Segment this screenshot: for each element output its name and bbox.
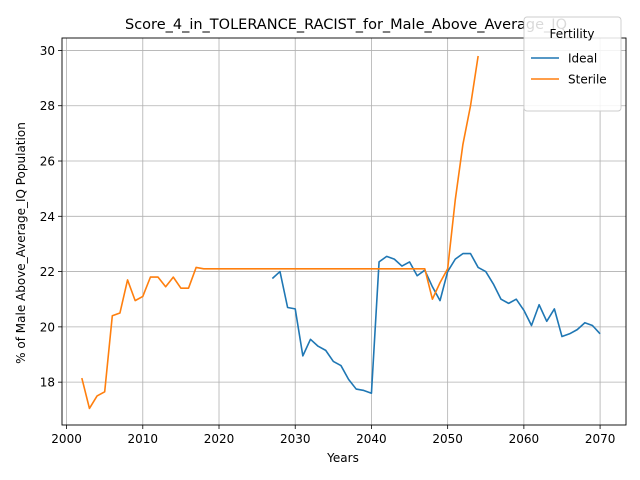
y-tick-label: 26 — [40, 155, 55, 169]
legend: Fertility Ideal Sterile — [523, 16, 622, 112]
legend-box — [523, 16, 622, 112]
y-tick-label: 24 — [40, 210, 55, 224]
legend-label-ideal: Ideal — [568, 52, 597, 66]
x-tick-label: 2070 — [585, 432, 616, 446]
y-tick-label: 30 — [40, 44, 55, 58]
x-tick-label: 2000 — [51, 432, 82, 446]
x-tick-label: 2030 — [280, 432, 311, 446]
chart-title: Score_4_in_TOLERANCE_RACIST_for_Male_Abo… — [125, 17, 567, 33]
x-tick-label: 2050 — [432, 432, 463, 446]
x-tick-label: 2010 — [128, 432, 159, 446]
series-lines — [81, 55, 601, 410]
y-axis-label: % of Male Above_Average_IQ Population — [14, 122, 28, 364]
legend-label-sterile: Sterile — [568, 73, 607, 87]
y-tick-label: 28 — [40, 99, 55, 113]
y-tick-label: 22 — [40, 265, 55, 279]
y-axis-ticks: 18 20 22 24 26 28 30 — [40, 44, 62, 390]
x-tick-label: 2020 — [204, 432, 235, 446]
plot-area-frame — [61, 37, 627, 426]
x-axis-label: Years — [326, 451, 359, 465]
x-axis-ticks: 2000 2010 2020 2030 2040 2050 2060 2070 — [51, 425, 615, 446]
x-tick-label: 2060 — [509, 432, 540, 446]
y-tick-label: 18 — [40, 376, 55, 390]
legend-title: Fertility — [549, 27, 594, 41]
series-line-sterile — [81, 55, 479, 410]
y-tick-label: 20 — [40, 320, 55, 334]
x-tick-label: 2040 — [356, 432, 387, 446]
series-line-ideal — [271, 252, 601, 395]
